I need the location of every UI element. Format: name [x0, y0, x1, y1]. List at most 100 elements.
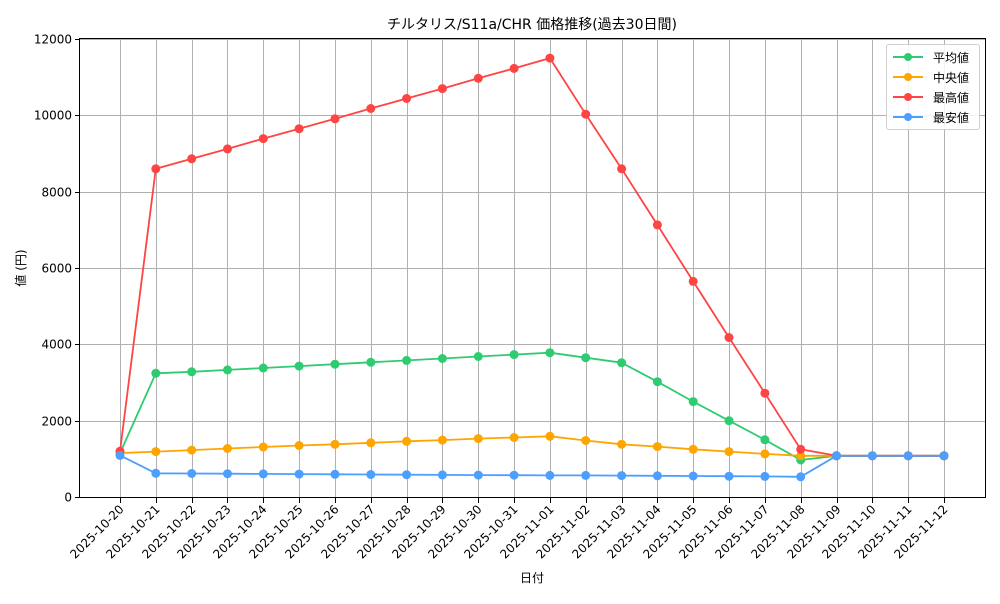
data-point — [115, 450, 125, 460]
data-point — [760, 449, 770, 459]
data-point — [688, 276, 698, 286]
chart-title: チルタリス/S11a/CHR 価格推移(過去30日間) — [387, 17, 677, 33]
data-point — [473, 352, 483, 361]
data-point — [366, 438, 376, 448]
data-point — [473, 73, 483, 83]
data-point — [581, 353, 591, 363]
data-point — [258, 134, 268, 144]
data-point — [724, 416, 734, 426]
data-point — [437, 470, 447, 480]
data-point — [223, 365, 232, 375]
data-point — [473, 470, 483, 480]
data-point — [402, 436, 412, 446]
data-point — [473, 434, 483, 444]
data-point — [151, 468, 161, 478]
data-point — [832, 451, 841, 461]
data-point — [330, 114, 340, 124]
data-point — [402, 470, 412, 480]
series-line — [119, 57, 944, 457]
data-point — [330, 439, 340, 449]
series-平均値 — [115, 348, 949, 465]
data-point — [223, 144, 232, 154]
data-point — [258, 442, 268, 452]
data-point — [366, 357, 376, 367]
data-point — [509, 470, 519, 480]
data-point — [652, 377, 662, 387]
data-series — [115, 53, 949, 482]
y-tick-label: 4000 — [41, 338, 72, 352]
data-point — [223, 469, 232, 479]
data-point — [402, 94, 412, 103]
data-point — [617, 358, 627, 368]
data-point — [724, 447, 734, 457]
legend-item-average: 平均値 — [893, 48, 969, 66]
legend-item-median: 中央値 — [893, 68, 969, 86]
data-point — [652, 442, 662, 452]
data-point — [151, 164, 161, 174]
data-point — [151, 447, 161, 457]
series-line — [119, 435, 944, 457]
data-point — [581, 109, 591, 119]
data-point — [187, 367, 197, 377]
y-axis: 0 2000 4000 6000 8000 10000 12000 — [34, 33, 80, 505]
data-point — [760, 435, 770, 445]
data-point — [402, 355, 412, 365]
data-point — [330, 469, 340, 479]
data-point — [724, 471, 734, 481]
data-point — [258, 469, 268, 479]
y-tick-label: 8000 — [41, 186, 72, 200]
data-point — [509, 63, 519, 73]
grid-lines — [80, 39, 985, 498]
data-point — [437, 435, 447, 445]
data-point — [688, 471, 698, 481]
y-tick-label: 10000 — [34, 109, 72, 123]
series-中央値 — [115, 431, 949, 461]
y-axis-label: 値 (円) — [13, 249, 28, 286]
legend: 平均値 中央値 最高値 最安値 — [886, 44, 980, 130]
x-axis: 2025-10-202025-10-212025-10-222025-10-23… — [67, 498, 951, 561]
data-point — [366, 470, 376, 479]
legend-item-min: 最安値 — [893, 108, 969, 126]
data-point — [151, 368, 161, 378]
y-tick-label: 0 — [64, 491, 72, 505]
data-point — [187, 469, 197, 478]
legend-marker-icon — [893, 48, 923, 66]
data-point — [652, 220, 662, 230]
legend-marker-icon — [893, 88, 923, 106]
data-point — [294, 441, 304, 450]
data-point — [258, 363, 268, 373]
data-point — [903, 451, 913, 461]
y-tick-label: 6000 — [41, 262, 72, 276]
data-point — [867, 451, 877, 461]
data-point — [796, 444, 806, 454]
data-point — [939, 451, 949, 461]
data-point — [796, 451, 806, 461]
data-point — [760, 471, 770, 481]
data-point — [724, 333, 734, 342]
series-line — [119, 351, 944, 461]
y-tick-label: 12000 — [34, 33, 72, 47]
data-point — [796, 472, 806, 482]
data-point — [688, 397, 698, 407]
data-point — [330, 359, 340, 369]
x-axis-label: 日付 — [520, 571, 544, 585]
data-point — [652, 471, 662, 481]
data-point — [545, 470, 555, 480]
data-point — [223, 444, 232, 453]
y-tick-label: 2000 — [41, 415, 72, 429]
data-point — [688, 444, 698, 454]
data-point — [437, 354, 447, 363]
data-point — [294, 124, 304, 134]
data-point — [545, 431, 555, 441]
data-point — [617, 471, 627, 481]
series-最安値 — [115, 450, 949, 482]
legend-item-max: 最高値 — [893, 88, 969, 106]
data-point — [545, 53, 555, 63]
data-point — [581, 470, 591, 480]
data-point — [366, 104, 376, 113]
legend-label: 平均値 — [933, 50, 970, 65]
data-point — [187, 445, 197, 455]
data-point — [294, 469, 304, 479]
data-point — [509, 350, 519, 360]
